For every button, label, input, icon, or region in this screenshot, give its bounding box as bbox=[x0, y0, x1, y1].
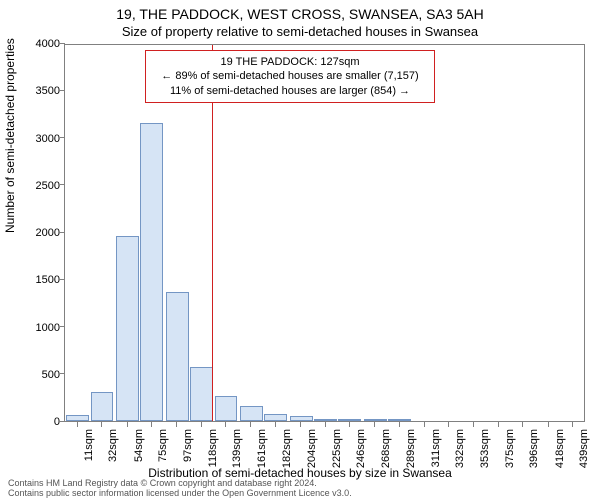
x-tick-mark bbox=[522, 422, 523, 427]
x-tick-mark bbox=[275, 422, 276, 427]
histogram-bar bbox=[91, 392, 114, 421]
annotation-line-2: ← 89% of semi-detached houses are smalle… bbox=[154, 69, 426, 83]
x-tick-label: 332sqm bbox=[454, 429, 466, 475]
histogram-bar bbox=[190, 367, 213, 421]
x-tick-label: 32sqm bbox=[107, 429, 119, 475]
x-tick-label: 54sqm bbox=[133, 429, 145, 475]
y-tick-label: 3000 bbox=[4, 133, 60, 145]
histogram-bar bbox=[116, 236, 139, 421]
y-tick-mark bbox=[60, 43, 65, 44]
x-tick-label: 439sqm bbox=[578, 429, 590, 475]
chart-subtitle: Size of property relative to semi-detach… bbox=[0, 24, 600, 39]
x-tick-mark bbox=[101, 422, 102, 427]
x-tick-mark bbox=[127, 422, 128, 427]
x-tick-label: 268sqm bbox=[380, 429, 392, 475]
property-size-histogram: 19, THE PADDOCK, WEST CROSS, SWANSEA, SA… bbox=[0, 0, 600, 500]
histogram-bar bbox=[240, 406, 263, 421]
x-tick-label: 375sqm bbox=[504, 429, 516, 475]
histogram-bar bbox=[66, 415, 89, 421]
histogram-bar bbox=[290, 416, 313, 421]
y-tick-mark bbox=[60, 373, 65, 374]
x-tick-label: 204sqm bbox=[306, 429, 318, 475]
footer-line-2: Contains public sector information licen… bbox=[8, 488, 352, 498]
x-tick-mark bbox=[572, 422, 573, 427]
x-tick-label: 139sqm bbox=[231, 429, 243, 475]
y-tick-mark bbox=[60, 326, 65, 327]
x-tick-label: 161sqm bbox=[256, 429, 268, 475]
x-tick-label: 182sqm bbox=[281, 429, 293, 475]
y-tick-label: 2500 bbox=[4, 180, 60, 192]
y-tick-mark bbox=[60, 184, 65, 185]
histogram-bar bbox=[388, 419, 411, 421]
y-tick-label: 500 bbox=[4, 369, 60, 381]
x-tick-mark bbox=[250, 422, 251, 427]
y-tick-label: 1500 bbox=[4, 274, 60, 286]
x-tick-label: 289sqm bbox=[405, 429, 417, 475]
histogram-bar bbox=[338, 419, 361, 421]
x-tick-label: 311sqm bbox=[430, 429, 442, 475]
x-tick-label: 246sqm bbox=[355, 429, 367, 475]
x-tick-mark bbox=[473, 422, 474, 427]
x-tick-label: 11sqm bbox=[83, 429, 95, 475]
x-tick-label: 118sqm bbox=[207, 429, 219, 475]
y-tick-label: 4000 bbox=[4, 38, 60, 50]
x-tick-marks bbox=[64, 422, 585, 427]
x-tick-mark bbox=[300, 422, 301, 427]
chart-title: 19, THE PADDOCK, WEST CROSS, SWANSEA, SA… bbox=[0, 6, 600, 22]
x-tick-label: 353sqm bbox=[479, 429, 491, 475]
y-tick-label: 1000 bbox=[4, 322, 60, 334]
annotation-line-3: 11% of semi-detached houses are larger (… bbox=[154, 84, 426, 98]
x-tick-label: 396sqm bbox=[528, 429, 540, 475]
histogram-bar bbox=[215, 396, 238, 421]
histogram-bar bbox=[166, 292, 189, 421]
x-tick-mark bbox=[448, 422, 449, 427]
y-tick-mark bbox=[60, 232, 65, 233]
footer-line-1: Contains HM Land Registry data © Crown c… bbox=[8, 478, 352, 488]
x-tick-mark bbox=[325, 422, 326, 427]
x-tick-mark bbox=[201, 422, 202, 427]
x-tick-label: 97sqm bbox=[182, 429, 194, 475]
x-tick-mark bbox=[349, 422, 350, 427]
x-tick-label: 418sqm bbox=[554, 429, 566, 475]
y-tick-mark bbox=[60, 90, 65, 91]
annotation-line-1: 19 THE PADDOCK: 127sqm bbox=[154, 55, 426, 69]
x-tick-label: 225sqm bbox=[331, 429, 343, 475]
histogram-bar bbox=[314, 419, 337, 421]
histogram-bar bbox=[140, 123, 163, 421]
x-tick-mark bbox=[498, 422, 499, 427]
x-tick-mark bbox=[548, 422, 549, 427]
y-tick-label: 0 bbox=[4, 416, 60, 428]
x-tick-mark bbox=[176, 422, 177, 427]
x-tick-mark bbox=[77, 422, 78, 427]
x-tick-mark bbox=[225, 422, 226, 427]
y-tick-label: 2000 bbox=[4, 227, 60, 239]
y-tick-label: 3500 bbox=[4, 85, 60, 97]
histogram-bar bbox=[264, 414, 287, 421]
histogram-bar bbox=[364, 419, 387, 421]
reference-annotation: 19 THE PADDOCK: 127sqm ← 89% of semi-det… bbox=[145, 50, 435, 103]
y-tick-mark bbox=[60, 137, 65, 138]
attribution-footer: Contains HM Land Registry data © Crown c… bbox=[8, 478, 352, 498]
x-tick-mark bbox=[399, 422, 400, 427]
x-tick-label: 75sqm bbox=[157, 429, 169, 475]
x-tick-mark bbox=[151, 422, 152, 427]
y-tick-mark bbox=[60, 279, 65, 280]
x-tick-mark bbox=[374, 422, 375, 427]
x-tick-mark bbox=[424, 422, 425, 427]
